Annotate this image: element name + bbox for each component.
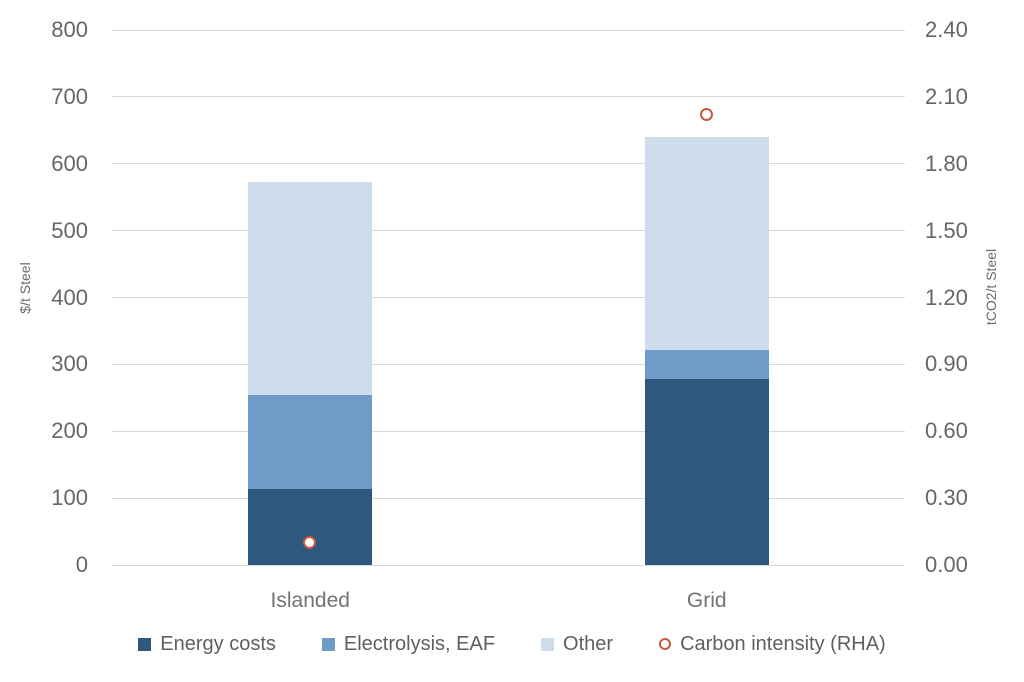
- y-axis-tick-right: 2.40: [925, 17, 968, 42]
- gridline: [112, 230, 905, 232]
- gridline: [112, 163, 905, 165]
- bar-segment: [248, 395, 373, 489]
- legend: Energy costs Electrolysis, EAF Other Carbon…: [0, 629, 1024, 659]
- legend-label: Other: [563, 632, 614, 655]
- bar-segment: [644, 349, 769, 380]
- gridline: [112, 363, 905, 365]
- y-axis-tick-left: 400: [51, 284, 88, 310]
- legend-item-electrolysis-eaf: Electrolysis, EAF: [321, 632, 496, 656]
- y-axis-tick-left: 200: [51, 418, 88, 444]
- y-axis-tick-right: 1.80: [925, 150, 968, 176]
- y-axis-tick-right: 0.00: [925, 552, 968, 577]
- y-axis-tick-left: 700: [51, 83, 88, 109]
- legend-item-carbon-intensity-rha: Carbon intensity (RHA): [659, 633, 886, 656]
- y-axis-tick-right: 0.30: [925, 485, 968, 511]
- y-axis-tick-right: 1.20: [925, 284, 968, 310]
- bar-segment: [248, 181, 373, 396]
- carbon-intensity-marker: [303, 535, 317, 549]
- gridline: [112, 564, 905, 566]
- open-circle-icon: [659, 638, 672, 650]
- y-axis-tick-left: 800: [51, 17, 88, 42]
- legend-swatch-icon: [321, 637, 335, 651]
- x-axis-category-label: Grid: [686, 589, 727, 612]
- y-axis-tick-right: 1.50: [925, 217, 968, 243]
- legend-label: Carbon intensity (RHA): [680, 632, 886, 655]
- legend-item-energy-costs: Energy costs: [138, 633, 276, 656]
- legend-swatch-icon: [541, 637, 555, 651]
- y-axis-tick-left: 600: [51, 150, 88, 176]
- legend-swatch-icon: [138, 637, 152, 651]
- y-axis-tick-right: 0.60: [925, 418, 968, 444]
- bar-segment: [644, 379, 769, 565]
- gridline: [112, 96, 905, 98]
- y-axis-tick-right: 0.90: [925, 351, 968, 377]
- y-axis-tick-left: 100: [51, 485, 88, 511]
- bar-segment: [644, 137, 769, 350]
- gridline: [112, 29, 905, 31]
- legend-label: Electrolysis, EAF: [343, 632, 496, 655]
- bar-segment: [248, 488, 373, 565]
- gridline: [112, 430, 905, 432]
- x-axis-category-label: Islanded: [270, 589, 350, 612]
- carbon-intensity-marker: [699, 107, 713, 121]
- gridline: [112, 497, 905, 499]
- legend-item-other: Other: [541, 633, 613, 656]
- legend-label: Energy costs: [160, 632, 276, 655]
- gridline: [112, 297, 905, 298]
- y-axis-tick-left: 500: [51, 217, 88, 243]
- y-axis-tick-right: 2.10: [925, 83, 968, 109]
- y-axis-tick-left: 300: [51, 351, 88, 377]
- y-axis-tick-left: 0: [75, 552, 88, 577]
